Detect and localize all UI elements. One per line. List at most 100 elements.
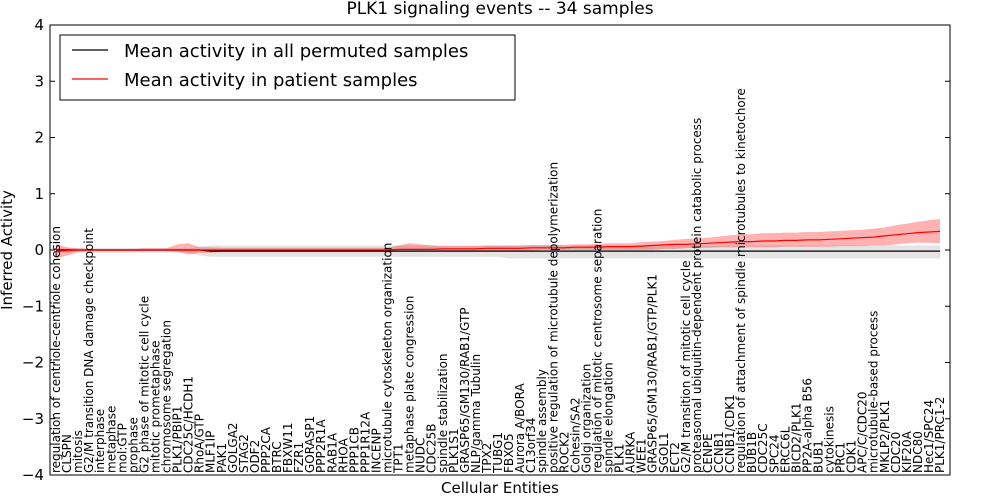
y-tick-label: 2 xyxy=(34,129,44,147)
x-tick-label: ERCC6L xyxy=(778,426,792,473)
y-tick-label: 1 xyxy=(34,185,44,203)
band-1 xyxy=(56,219,940,259)
x-tick-label: PLK1 xyxy=(613,444,627,473)
band-0 xyxy=(56,245,940,259)
x-tick-label: spindle stabilization xyxy=(436,353,450,473)
x-tick-label: STAG2 xyxy=(237,434,251,473)
x-tick-label: TPX2 xyxy=(480,443,494,474)
x-tick-label: PPP2R1A xyxy=(314,419,328,473)
y-tick-label: −3 xyxy=(22,410,44,428)
x-tick-label: PRC1 xyxy=(834,442,848,473)
x-tick-label: MLF1IP xyxy=(204,431,218,473)
x-tick-label: Hec1/SPC24 xyxy=(922,400,936,473)
x-tick-label: GRASP65/GM130/RAB1/GTP/PLK1 xyxy=(646,274,660,473)
x-tick-label: spindle assembly xyxy=(535,369,549,473)
x-tick-label: APC/C/CDC20 xyxy=(856,391,870,473)
x-tick-label: CENPE xyxy=(701,433,715,473)
x-tick-label: mitotic prometaphase xyxy=(148,341,162,474)
legend: Mean activity in all permuted samples Me… xyxy=(59,34,516,101)
y-tick-label: −2 xyxy=(22,354,44,372)
x-tick-label: G2 phase of mitotic cell cycle xyxy=(137,296,151,473)
x-tick-label: BICD2/PLK1 xyxy=(789,403,803,474)
x-tick-label: regulation of attachment of spindle micr… xyxy=(734,88,748,473)
x-tick-label: WEE1 xyxy=(635,438,649,473)
x-tick-label: INCENP xyxy=(369,428,383,473)
x-tick-label: proteasomal ubiquitin-dependent protein … xyxy=(690,118,704,473)
x-tick-label: ECT2 xyxy=(668,442,682,473)
x-tick-label: metaphase xyxy=(104,406,118,473)
y-tick-label: −4 xyxy=(22,466,44,484)
x-tick-label: positive regulation of microtubule depol… xyxy=(546,162,560,473)
x-tick-label: RAB1A xyxy=(325,432,339,473)
series-lines xyxy=(55,230,941,252)
x-axis-label: Cellular Entities xyxy=(441,479,559,497)
x-tick-label: GORASP1 xyxy=(303,416,317,473)
legend-box xyxy=(59,34,516,101)
x-tick-label: microtubule cytoskeleton organization xyxy=(381,243,395,473)
x-tick-label: PPP1CB xyxy=(347,427,361,473)
x-tick-label: metaphase plate congression xyxy=(403,296,417,473)
confidence-bands xyxy=(56,219,940,259)
x-tick-label: ODF2 xyxy=(248,440,262,473)
x-tick-label: PAK1 xyxy=(215,443,229,473)
x-tick-label: Aurora A/BORA xyxy=(513,383,527,473)
x-tick-label: ROCK2 xyxy=(557,431,571,473)
x-tick-label: SGOL1 xyxy=(657,432,671,473)
x-tick-label: spindle elongation xyxy=(602,362,616,473)
x-tick-labels: regulation of centriole-centriole cohesi… xyxy=(49,88,947,474)
x-tick-label: C13orf34 xyxy=(524,418,538,473)
x-tick-label: regulation of centriole-centriole cohesi… xyxy=(49,226,63,473)
x-tick-label: BTRC xyxy=(270,441,284,473)
x-tick-label: mol:GTP xyxy=(115,423,129,473)
x-tick-label: NUDC xyxy=(414,438,428,473)
x-tick-label: prophase xyxy=(126,417,140,473)
x-tick-label: interphase xyxy=(93,409,107,473)
x-tick-label: PLK1/PRC1-2 xyxy=(933,397,947,473)
x-tick-label: FBXO5 xyxy=(502,433,516,473)
x-tick-label: CDC20 xyxy=(889,432,903,473)
x-tick-label: CCNB1 xyxy=(712,431,726,473)
x-tick-label: Cohesin/SA2 xyxy=(568,397,582,473)
x-tick-label: cytokinesis xyxy=(823,406,837,473)
x-tick-label: FZR1 xyxy=(292,442,306,473)
x-tick-label: G2/M transition DNA damage checkpoint xyxy=(82,228,96,473)
y-tick-label: 4 xyxy=(34,16,44,34)
x-tick-label: PP2A-alpha B56 xyxy=(800,378,814,473)
x-tick-label: TPT1 xyxy=(392,443,406,474)
legend-label-patient: Mean activity in patient samples xyxy=(124,70,418,91)
x-tick-label: CDC25C xyxy=(756,423,770,473)
x-tick-label: CDC25C/HCDH1 xyxy=(182,376,196,473)
x-tick-label: mitosis xyxy=(71,430,85,473)
x-tick-label: PPP2CA xyxy=(259,426,273,473)
x-tick-label: microtubule-based process xyxy=(867,311,881,473)
x-tick-label: GRASP65/GM130/RAB1/GTP xyxy=(458,307,472,473)
x-tick-label: BUB1 xyxy=(812,440,826,473)
x-tick-label: PLK1/PBIP1 xyxy=(171,406,185,473)
x-tick-label: CDC25B xyxy=(425,424,439,474)
x-tick-label: BUB1B xyxy=(745,432,759,473)
y-tick-labels: −4 −3 −2 −1 0 1 2 3 4 xyxy=(22,16,950,484)
x-tick-label: PPP1R12A xyxy=(358,411,372,473)
x-tick-label: NDC80 xyxy=(911,431,925,473)
x-tick-label: FBXW11 xyxy=(281,423,295,474)
x-tick-label: KIF20A xyxy=(900,430,914,473)
x-tick-label: CLSPN xyxy=(60,434,74,473)
x-tick-label: RhoA/GTP xyxy=(193,414,207,473)
x-tick-label: G2/M transition of mitotic cell cycle xyxy=(679,260,693,473)
x-tick-label: GOLGA2 xyxy=(226,422,240,473)
y-tick-label: 0 xyxy=(34,241,44,259)
x-tick-label: regulation of mitotic centrosome separat… xyxy=(591,209,605,473)
x-tick-label: RHOA xyxy=(336,437,350,473)
x-tick-label: Golgi organization xyxy=(579,364,593,473)
x-tick-label: TUBG1 xyxy=(491,432,505,474)
x-tick-label: chromosome segregation xyxy=(160,320,174,473)
x-tick-label: NLP/gamma Tubulin xyxy=(469,354,483,473)
legend-label-permuted: Mean activity in all permuted samples xyxy=(124,41,468,62)
x-tick-label: CDK1 xyxy=(845,440,859,473)
plot-frame xyxy=(49,24,951,476)
x-tick-label: CCNB1/CDK1 xyxy=(723,394,737,473)
chart-title: PLK1 signaling events -- 34 samples xyxy=(346,0,653,19)
x-tick-label: PLK1S1 xyxy=(447,428,461,473)
y-axis-label: Inferred Activity xyxy=(0,190,16,310)
